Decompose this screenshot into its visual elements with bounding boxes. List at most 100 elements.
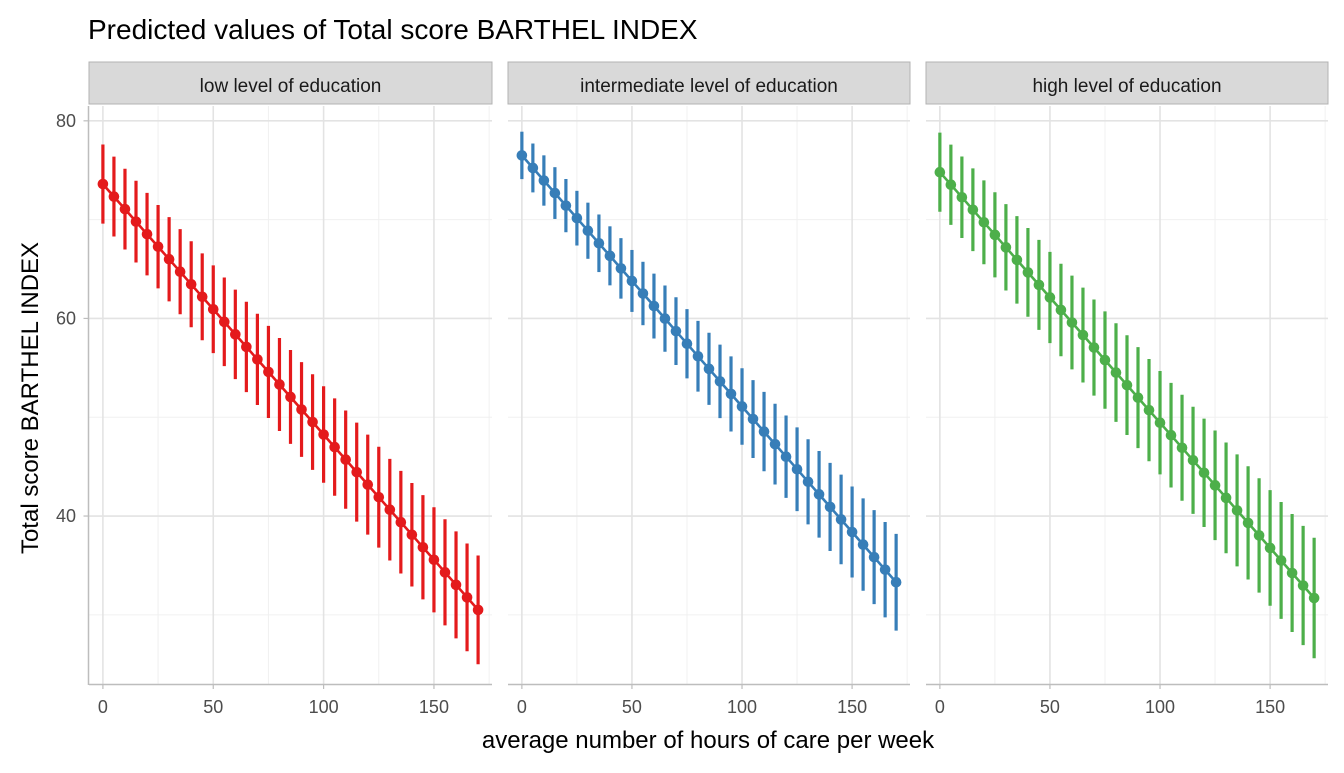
- data-point: [527, 162, 539, 174]
- data-point: [1220, 492, 1232, 504]
- data-point: [163, 253, 175, 265]
- data-point: [1077, 329, 1089, 341]
- data-point: [813, 489, 825, 500]
- data-point: [714, 376, 726, 387]
- data-point: [648, 300, 660, 312]
- data-point: [626, 275, 638, 287]
- data-point: [967, 204, 979, 216]
- data-point: [395, 516, 407, 528]
- data-point: [351, 466, 363, 478]
- x-tick-label: 50: [622, 697, 642, 717]
- data-point: [692, 350, 704, 362]
- data-point: [582, 225, 594, 237]
- data-point: [758, 426, 770, 437]
- data-point: [1209, 480, 1221, 491]
- data-point: [1011, 254, 1023, 266]
- data-point: [274, 379, 285, 390]
- data-point: [230, 329, 241, 340]
- data-point: [989, 229, 1001, 241]
- data-point: [659, 313, 671, 324]
- data-point: [1165, 429, 1177, 441]
- data-point: [670, 325, 682, 337]
- data-point: [747, 413, 759, 425]
- data-point: [945, 179, 957, 191]
- facet-strip-label: intermediate level of education: [580, 76, 838, 97]
- data-point: [218, 316, 230, 328]
- data-point: [1154, 417, 1166, 428]
- data-point: [307, 416, 318, 428]
- x-tick-label: 150: [1255, 697, 1285, 717]
- y-axis-ticks: 40 60 80: [56, 106, 90, 685]
- facet-strip-label: high level of education: [1032, 76, 1221, 97]
- data-point: [846, 526, 858, 538]
- data-point: [1308, 592, 1320, 604]
- facet-strip: [88, 61, 493, 105]
- data-point: [108, 191, 120, 202]
- x-tick-label: 100: [309, 697, 339, 717]
- data-point: [978, 216, 990, 228]
- x-tick-label: 100: [1145, 697, 1175, 717]
- y-tick-label: 60: [56, 308, 76, 328]
- data-point: [857, 539, 869, 550]
- data-point: [285, 391, 296, 403]
- facet-panel: low level of education 0 50 100 150: [88, 61, 493, 717]
- x-tick-label: 0: [98, 697, 108, 717]
- data-point: [1242, 517, 1254, 529]
- data-point: [1000, 242, 1012, 253]
- data-point: [174, 266, 186, 278]
- data-point: [141, 228, 153, 240]
- x-tick-label: 50: [1040, 697, 1060, 717]
- data-point: [538, 175, 550, 186]
- data-point: [152, 241, 164, 252]
- data-point: [318, 429, 329, 440]
- data-point: [1176, 442, 1188, 454]
- data-point: [604, 250, 616, 262]
- data-point: [956, 191, 968, 203]
- data-point: [241, 341, 252, 353]
- data-point: [207, 304, 219, 315]
- data-point: [890, 576, 902, 588]
- data-point: [472, 604, 484, 616]
- x-tick-label: 50: [203, 697, 223, 717]
- data-point: [461, 592, 473, 603]
- data-point: [296, 404, 307, 415]
- data-point: [428, 554, 440, 566]
- x-tick-label: 150: [837, 697, 867, 717]
- data-point: [450, 579, 462, 591]
- data-point: [252, 354, 263, 365]
- facet-strip: [925, 61, 1329, 105]
- data-point: [868, 551, 880, 563]
- y-axis-title: Total score BARTHEL INDEX: [17, 242, 44, 554]
- data-point: [329, 441, 340, 453]
- data-point: [802, 476, 814, 488]
- x-tick-label: 0: [517, 697, 527, 717]
- data-point: [1055, 304, 1067, 316]
- chart-title: Predicted values of Total score BARTHEL …: [88, 14, 698, 45]
- data-point: [373, 491, 385, 503]
- data-point: [1275, 555, 1287, 566]
- data-point: [340, 454, 351, 465]
- data-point: [1099, 354, 1111, 366]
- data-point: [824, 501, 836, 513]
- data-point: [439, 567, 451, 578]
- data-point: [1110, 367, 1122, 378]
- y-tick-label: 80: [56, 111, 76, 131]
- data-point: [681, 338, 693, 350]
- data-point: [1088, 342, 1100, 353]
- data-point: [835, 514, 847, 525]
- data-point: [406, 529, 418, 541]
- data-point: [119, 203, 131, 215]
- data-point: [725, 388, 737, 400]
- data-point: [196, 291, 208, 303]
- facet-strip-label: low level of education: [200, 76, 382, 97]
- data-point: [934, 166, 946, 178]
- data-point: [1297, 580, 1309, 591]
- data-point: [560, 200, 572, 211]
- x-tick-label: 0: [935, 697, 945, 717]
- data-point: [1187, 454, 1199, 466]
- data-point: [263, 366, 274, 378]
- y-tick-label: 40: [56, 506, 76, 526]
- data-point: [1198, 467, 1210, 479]
